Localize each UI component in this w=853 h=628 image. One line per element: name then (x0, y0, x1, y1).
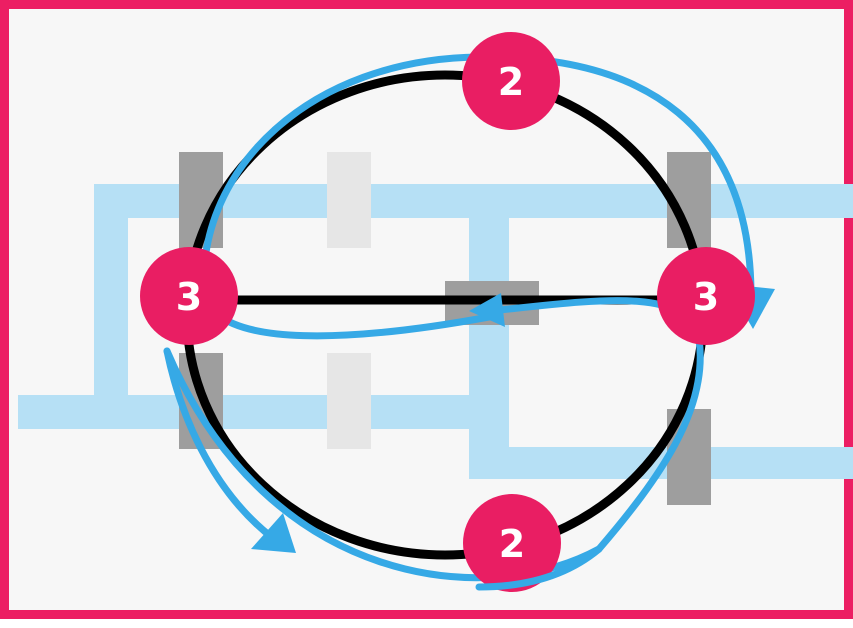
arrowhead-bottom-left (251, 513, 296, 553)
node-bottom-circle (463, 494, 561, 592)
node-top-circle (462, 32, 560, 130)
node-left-degree: 3 (176, 275, 202, 319)
route-path-upper (200, 53, 755, 340)
node-left: 3 (140, 247, 238, 345)
bridge-top-middle (327, 152, 371, 248)
arrowhead-center (469, 293, 505, 327)
map-path-bottom-left-horizontal (18, 395, 507, 429)
route-path-lower (163, 297, 704, 582)
bridge-bottom-middle (327, 353, 371, 449)
node-left-circle (140, 247, 238, 345)
map-path-top-left-horizontal (94, 184, 492, 218)
route-path-bottom-overlay (475, 545, 603, 591)
node-bottom: 2 (463, 494, 561, 592)
map-path-center-vertical (469, 184, 509, 479)
euler-path-diagram: 2 3 3 2 (18, 32, 853, 592)
map-path-left-vertical (94, 184, 128, 429)
node-right: 3 (657, 247, 755, 345)
route-arrow (163, 53, 755, 582)
route-path-final (163, 347, 278, 543)
node-bottom-degree: 2 (499, 522, 525, 566)
node-right-degree: 3 (693, 275, 719, 319)
node-top-degree: 2 (498, 60, 524, 104)
node-right-circle (657, 247, 755, 345)
node-top: 2 (462, 32, 560, 130)
